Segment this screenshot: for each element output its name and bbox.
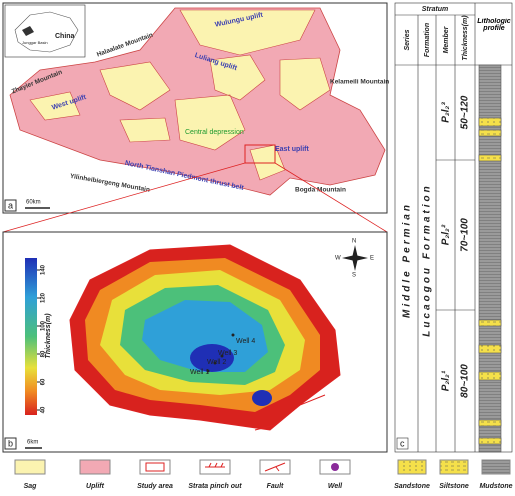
silt-bed: [478, 419, 502, 427]
legend-swatch: [481, 459, 511, 475]
colorbar-title: Thickness(m): [45, 313, 52, 359]
member-name: P₂l₂²: [441, 224, 452, 245]
contour: [142, 300, 268, 372]
silt-bed: [478, 319, 502, 327]
place: Kelameili Mountain: [330, 79, 389, 86]
silt-bed: [478, 129, 502, 137]
legend-label: Uplift: [86, 483, 105, 490]
well-dot: [231, 333, 235, 337]
well-label: Well 2: [207, 359, 226, 366]
header-profile-text: Lithologic profile: [477, 18, 511, 32]
place: Bogda Mountain: [295, 187, 346, 194]
formation: Lucaogou Formation: [422, 183, 433, 336]
colorbar-tick-label: 120: [41, 292, 47, 303]
well-dot: [206, 369, 210, 373]
scale: 6km: [27, 440, 38, 446]
compass-e: E: [370, 256, 374, 262]
basin-marker: [22, 26, 34, 36]
panel-b: Well 4 Well 3 Well 2 Well 1 N S W E 1401…: [2, 231, 388, 453]
legend-label: Sag: [24, 483, 38, 490]
sand-bed: [478, 344, 502, 354]
panel-label-box: [396, 437, 409, 450]
colorbar-ticks: 140 120 100 80 60 40: [37, 264, 47, 413]
legend-label: Well: [328, 483, 343, 490]
panel-label-box: [4, 199, 17, 212]
legend-swatch: [139, 459, 171, 475]
contour: [190, 344, 234, 372]
colorbar-tick-label: 100: [41, 320, 47, 331]
legend-symbol: [264, 462, 286, 472]
colorbar: [25, 258, 37, 415]
legend-label: Strata pinch out: [188, 483, 242, 490]
compass: [342, 245, 368, 271]
colorbar-tick-label: 140: [41, 264, 47, 275]
member-name: P₂l₂¹: [441, 370, 452, 391]
legend-label: Study area: [137, 483, 173, 490]
colorbar-tick-label: 40: [41, 406, 47, 413]
zoom-line: [274, 162, 388, 233]
sag-area: [29, 9, 331, 181]
header: Thickness(m): [462, 15, 469, 61]
sand-bed: [478, 437, 502, 445]
member-thickness: 80~100: [460, 364, 471, 398]
zoom-line: [2, 162, 246, 233]
inset-basin: Junggar Basin: [22, 40, 48, 45]
legend-symbol: [205, 462, 225, 468]
legend-swatch: [397, 459, 427, 475]
header-profile: Lithologic profile: [477, 18, 511, 32]
place: East uplift: [275, 146, 310, 153]
compass-w: W: [335, 256, 341, 262]
legend-label: Mudstone: [479, 483, 512, 490]
colorbar-tick-label: 80: [41, 350, 47, 357]
legend-label: Sandstone: [394, 483, 430, 490]
scale: 60km: [26, 200, 41, 206]
header: Stratum: [422, 6, 448, 13]
legend-symbol: [331, 463, 339, 471]
place: Central depression: [185, 129, 244, 136]
member-thickness: 50~120: [460, 95, 471, 129]
compass-s: S: [352, 273, 356, 279]
legend: Sag Uplift Study area Strata pinch out F…: [14, 459, 513, 490]
legend-symbol: [145, 462, 165, 472]
member-name: P₂l₂³: [441, 102, 452, 123]
legend-swatch: [79, 459, 111, 475]
panel-label: c: [400, 438, 405, 448]
sand-bed: [478, 117, 502, 127]
sand-bed: [478, 371, 502, 381]
study-area: [244, 144, 276, 164]
legend-label: Siltstone: [439, 483, 469, 490]
header: Member: [443, 25, 450, 53]
panel-label: a: [8, 200, 13, 210]
members: P₂l₂³ 50~120 P₂l₂² 70~100 P₂l₂¹ 80~100: [441, 95, 471, 398]
well-label: Well 1: [190, 369, 209, 376]
colorbar-tick-label: 60: [41, 378, 47, 385]
series: Middle Permian: [402, 202, 413, 318]
compass-n: N: [352, 239, 356, 245]
legend-swatch: [439, 459, 469, 475]
panel-c: Stratum Series Formation Member Thicknes…: [394, 2, 513, 453]
well-dot: [213, 361, 217, 365]
inset-country: China: [55, 33, 75, 40]
well-label: Well 3: [218, 350, 237, 357]
well-label: Well 4: [236, 338, 255, 345]
contour: [252, 390, 272, 406]
header: Series: [404, 29, 411, 50]
header: Formation: [424, 23, 431, 57]
fault: [254, 394, 326, 431]
panel-a: China Junggar Basin Halaalate Mountain W…: [2, 2, 389, 214]
panel-label: b: [8, 438, 13, 448]
legend-label: Fault: [267, 483, 284, 490]
silt-bed: [478, 154, 502, 162]
well-dot: [220, 354, 224, 358]
panel-label-box: [4, 437, 17, 450]
legend-swatch: [14, 459, 46, 475]
lithologic-column: [478, 64, 502, 453]
china-outline: [14, 11, 79, 53]
member-thickness: 70~100: [460, 218, 471, 252]
